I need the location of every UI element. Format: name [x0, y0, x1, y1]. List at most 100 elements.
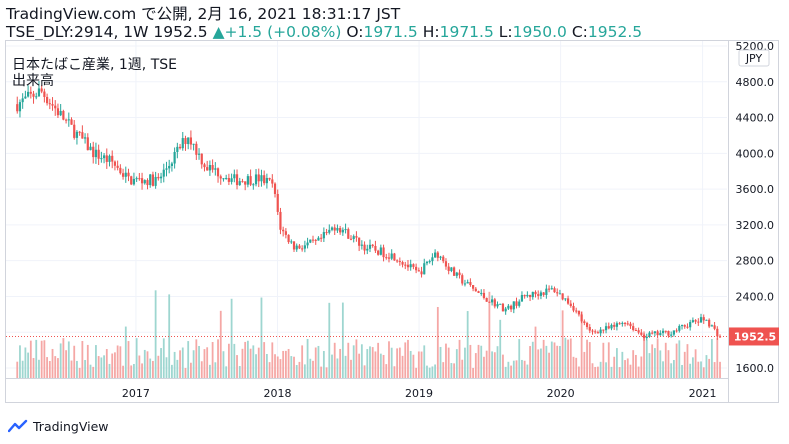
candle	[466, 282, 469, 284]
volume-bar	[672, 360, 675, 378]
volume-bar	[656, 338, 659, 378]
volume-bar	[293, 356, 295, 378]
volume-bar	[719, 361, 721, 378]
volume-bar	[624, 360, 626, 378]
candle	[235, 174, 239, 186]
candle	[276, 193, 279, 212]
volume-bar	[472, 367, 474, 378]
candle	[526, 294, 529, 297]
candle	[246, 176, 249, 185]
volume-bar	[290, 356, 293, 378]
volume-bar	[474, 353, 477, 378]
candle	[45, 96, 49, 104]
candle	[661, 330, 665, 334]
candle	[656, 331, 659, 336]
footer[interactable]: TradingView	[8, 417, 109, 435]
volume-bar	[553, 342, 556, 378]
volume-bar	[445, 343, 447, 378]
volume-bar	[502, 354, 504, 378]
volume-bar	[225, 366, 228, 378]
candle	[260, 175, 263, 182]
volume-bar	[667, 350, 670, 378]
volume-bar	[279, 359, 282, 378]
volume-bar	[203, 349, 206, 378]
candle	[444, 261, 448, 267]
candle	[92, 146, 95, 158]
low-value: 1950.0	[512, 23, 567, 41]
candle	[610, 324, 613, 329]
price-axis[interactable]: 5200.04800.04400.04000.03600.03200.02800…	[736, 40, 775, 375]
volume-bar	[219, 310, 222, 378]
volume-bar	[710, 339, 713, 378]
volume-bar	[632, 350, 635, 378]
volume-bar	[621, 351, 624, 378]
volume-bar	[420, 351, 423, 378]
currency-box[interactable]	[738, 49, 770, 67]
volume-bar	[678, 340, 681, 378]
symbol-label: TSE_DLY:2914, 1W	[6, 23, 149, 41]
candle	[493, 299, 496, 307]
volume-bar	[529, 346, 531, 378]
volume-bar	[168, 294, 171, 378]
candle	[37, 88, 41, 97]
candle	[539, 292, 543, 296]
candle	[667, 330, 670, 336]
candle	[471, 285, 475, 289]
volume-bar	[385, 364, 388, 378]
volume-bar	[143, 349, 146, 378]
candle	[355, 236, 358, 238]
candle	[35, 96, 38, 98]
candle	[181, 138, 184, 149]
volume-bar	[271, 342, 274, 378]
candle	[463, 283, 467, 285]
candle	[263, 175, 266, 184]
price-tick-label: 1600.0	[736, 362, 775, 375]
volume-bar	[512, 360, 515, 378]
price-change: +1.5 (+0.08%)	[224, 23, 342, 41]
volume-bar	[559, 346, 561, 378]
volume-bar	[458, 339, 461, 378]
candle	[632, 326, 635, 330]
volume-bar	[382, 354, 385, 378]
volume-bar	[301, 345, 304, 378]
volume-bar	[206, 347, 209, 378]
volume-bar	[705, 355, 708, 378]
volume-bar	[352, 345, 355, 378]
candle	[78, 131, 81, 133]
candle	[537, 294, 540, 296]
candle	[420, 271, 423, 275]
volume-bar	[152, 360, 154, 378]
volume-bar	[396, 348, 399, 378]
volume-bar	[246, 340, 249, 378]
candle	[322, 232, 325, 239]
volume-bar	[485, 350, 488, 378]
volume-bar	[149, 358, 152, 378]
chart-frame[interactable]	[5, 40, 779, 403]
volume-bar	[181, 347, 184, 378]
volume-bar	[366, 349, 369, 378]
candle	[545, 288, 548, 295]
volume-bar	[108, 363, 111, 378]
candle	[314, 239, 317, 241]
volume-bar	[105, 349, 108, 378]
candle	[490, 299, 494, 303]
candle	[585, 322, 589, 328]
time-axis[interactable]: 2017 2018 2019 2020 2021	[122, 387, 717, 400]
price-tick-label: 3600.0	[736, 183, 775, 196]
candle	[18, 102, 22, 112]
candle	[602, 329, 605, 331]
candle	[344, 229, 347, 231]
candle	[108, 155, 111, 162]
candle	[325, 232, 328, 234]
volume-bar	[493, 352, 496, 378]
candle	[385, 257, 388, 259]
volume-bar	[133, 363, 135, 378]
candle	[216, 168, 220, 177]
candle	[282, 229, 285, 232]
candle	[168, 165, 171, 169]
candle	[637, 330, 640, 333]
candle	[664, 330, 667, 332]
volume-bar	[65, 350, 67, 378]
candle	[143, 180, 146, 184]
